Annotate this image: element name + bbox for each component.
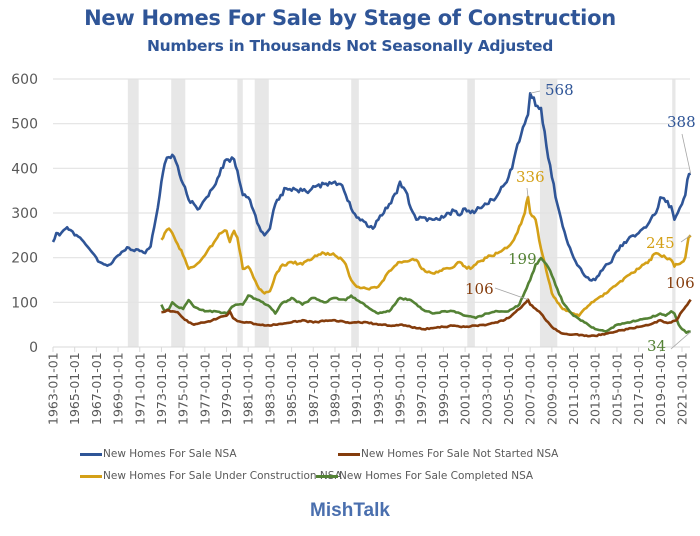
legend-label: New Homes For Sale Under Construction NS… — [103, 470, 342, 482]
annotation-leader-line — [530, 90, 541, 94]
series-lines — [51, 92, 692, 338]
legend-label: New Homes For Sale Completed NSA — [339, 470, 534, 482]
x-tick-label: 2005-01-01 — [501, 352, 516, 425]
annotations: 568 388 336 245 199 34 106 106 — [465, 81, 696, 355]
x-tick-label: 2001-01-01 — [458, 352, 473, 425]
x-tick-label: 1971-01-01 — [132, 352, 147, 425]
legend-swatch — [80, 474, 102, 478]
x-tick-label: 1973-01-01 — [154, 352, 169, 425]
y-tick-label: 400 — [11, 161, 38, 177]
annotation-leader-line — [526, 187, 529, 197]
legend-label: New Homes For Sale NSA — [103, 448, 237, 460]
gridlines — [53, 78, 690, 303]
legend-swatch — [338, 452, 360, 456]
x-tick-label: 1987-01-01 — [306, 352, 321, 425]
brand-logo: MishTalk — [310, 500, 390, 521]
data-label: 106 — [666, 274, 695, 292]
annotation-leader-line — [670, 331, 691, 350]
legend-swatch — [80, 452, 102, 456]
y-tick-label: 0 — [29, 340, 38, 356]
y-tick-label: 100 — [11, 295, 38, 311]
x-tick-label: 1997-01-01 — [414, 352, 429, 425]
x-tick-label: 1975-01-01 — [176, 352, 191, 425]
y-tick-label: 200 — [11, 251, 38, 267]
y-tick-label: 600 — [11, 72, 38, 88]
x-tick-label: 1983-01-01 — [262, 352, 277, 425]
legend-item-total[interactable]: New Homes For Sale NSA — [80, 448, 237, 460]
data-label: 106 — [465, 280, 494, 298]
x-tick-label: 1995-01-01 — [393, 352, 408, 425]
x-tick-label: 1969-01-01 — [111, 352, 126, 425]
chart-title: New Homes For Sale by Stage of Construct… — [84, 6, 616, 30]
data-label: 245 — [646, 234, 675, 252]
x-axis: 1963-01-01 1965-01-01 1967-01-01 1969-01-01… — [46, 346, 690, 425]
legend-item-completed[interactable]: New Homes For Sale Completed NSA — [316, 470, 533, 482]
x-tick-label: 2021-01-01 — [675, 352, 690, 425]
x-tick-label: 1991-01-01 — [349, 352, 364, 425]
annotation-leader-line — [681, 133, 692, 174]
series-line-new-homes-for-sale-nsa — [51, 92, 691, 282]
x-tick-label: 2019-01-01 — [653, 352, 668, 425]
x-tick-label: 2017-01-01 — [631, 352, 646, 425]
y-axis: 0 100 200 300 400 500 600 — [11, 72, 38, 356]
data-label: 336 — [516, 168, 545, 186]
chart-subtitle: Numbers in Thousands Not Seasonally Adju… — [146, 37, 554, 55]
x-tick-label: 1993-01-01 — [371, 352, 386, 425]
legend-label: New Homes For Sale Not Started NSA — [361, 448, 559, 460]
series-line-new-homes-for-sale-not-started-nsa — [161, 298, 692, 338]
data-label: 199 — [508, 250, 537, 268]
series-line-new-homes-for-sale-under-construction-nsa — [160, 195, 692, 317]
x-tick-label: 2015-01-01 — [609, 352, 624, 425]
x-tick-label: 1979-01-01 — [219, 352, 234, 425]
x-tick-label: 2007-01-01 — [523, 352, 538, 425]
y-tick-label: 300 — [11, 206, 38, 222]
x-tick-label: 2011-01-01 — [566, 352, 581, 425]
x-tick-label: 1985-01-01 — [284, 352, 299, 425]
data-label: 34 — [647, 337, 666, 355]
x-tick-label: 2009-01-01 — [544, 352, 559, 425]
y-tick-label: 500 — [11, 117, 38, 133]
legend-item-under-construction[interactable]: New Homes For Sale Under Construction NS… — [80, 470, 342, 482]
legend-swatch — [316, 474, 338, 478]
x-tick-label: 1999-01-01 — [436, 352, 451, 425]
data-label: 568 — [545, 81, 574, 99]
x-tick-label: 1963-01-01 — [46, 352, 61, 425]
x-tick-label: 2003-01-01 — [479, 352, 494, 425]
x-tick-label: 1977-01-01 — [197, 352, 212, 425]
legend-item-not-started[interactable]: New Homes For Sale Not Started NSA — [338, 448, 558, 460]
x-tick-label: 1989-01-01 — [327, 352, 342, 425]
x-tick-label: 1981-01-01 — [241, 352, 256, 425]
x-tick-label: 2013-01-01 — [588, 352, 603, 425]
data-label: 388 — [667, 113, 696, 131]
x-tick-label: 1967-01-01 — [89, 352, 104, 425]
x-tick-label: 1965-01-01 — [67, 352, 82, 425]
annotation-leader-line — [494, 287, 529, 301]
annotation-leader-line — [680, 235, 691, 243]
series-line-new-homes-for-sale-completed-nsa — [160, 256, 691, 334]
